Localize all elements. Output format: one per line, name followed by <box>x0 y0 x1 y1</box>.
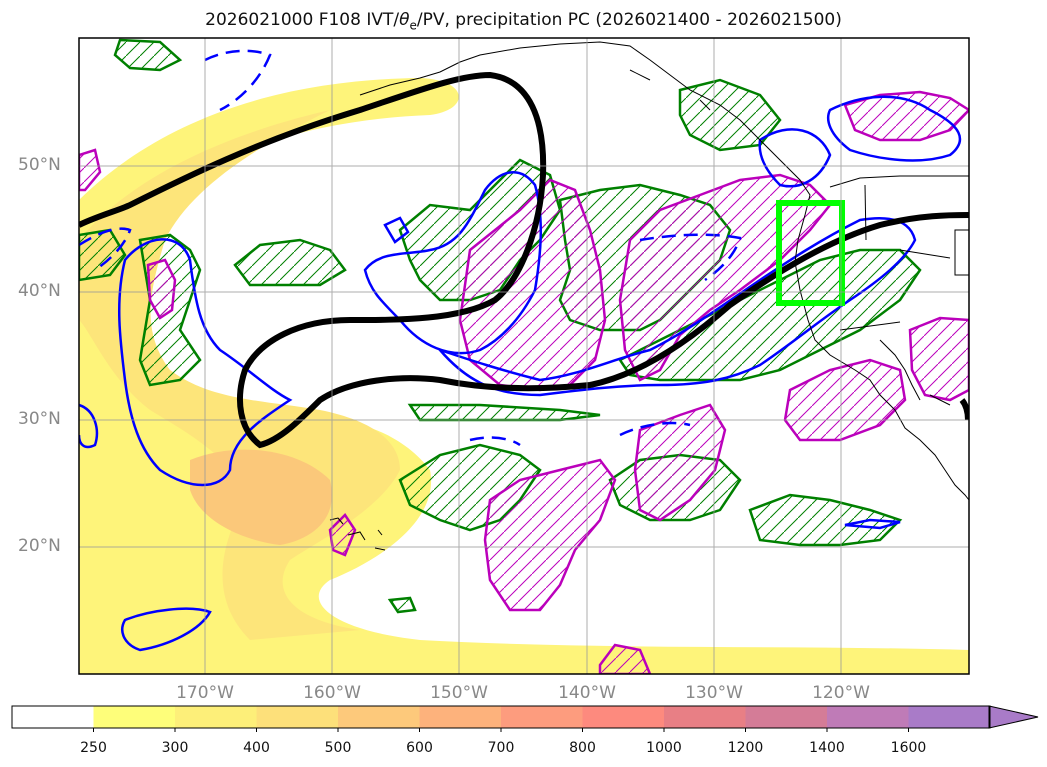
colorbar-tick-label: 1000 <box>646 740 682 756</box>
colorbar-tick-label: 700 <box>487 740 515 756</box>
lat-label-30n: 30°N <box>18 409 61 429</box>
lon-label-120w: 120°W <box>812 683 870 703</box>
colorbar-tick-label: 800 <box>569 740 596 756</box>
colorbar-segment <box>745 706 828 728</box>
pv-contour <box>79 71 969 449</box>
lon-label-160w: 160°W <box>303 683 361 703</box>
colorbar-segment <box>501 706 583 728</box>
colorbar <box>11 705 1039 732</box>
lon-label-130w: 130°W <box>685 683 743 703</box>
colorbar-tick-label: 1600 <box>890 740 927 756</box>
map-frame <box>78 37 970 675</box>
colorbar-segment <box>256 706 339 728</box>
colorbar-tick-label: 600 <box>406 740 433 756</box>
colorbar-segment <box>419 706 502 728</box>
lon-label-150w: 150°W <box>430 683 488 703</box>
colorbar-segment <box>93 706 176 728</box>
colorbar-tick-label: 1200 <box>727 740 764 756</box>
colorbar-segment <box>175 706 257 728</box>
colorbar-segment <box>12 706 94 728</box>
precip-contours <box>79 38 922 614</box>
lon-label-170w: 170°W <box>176 683 234 703</box>
target-box <box>776 200 845 306</box>
colorbar-segment <box>338 706 420 728</box>
colorbar-segment <box>908 706 991 728</box>
colorbar-tick-label: 500 <box>324 740 352 756</box>
map-title: 2026021000 F108 IVT/θe/PV, precipitation… <box>205 10 842 33</box>
colorbar-tick-label: 250 <box>80 740 107 756</box>
colorbar-segment <box>664 706 746 728</box>
lat-label-50n: 50°N <box>18 155 61 175</box>
colorbar-segment <box>582 706 665 728</box>
lat-label-20n: 20°N <box>18 536 61 556</box>
colorbar-tick-label: 1400 <box>809 740 845 756</box>
colorbar-segment <box>827 706 909 728</box>
coastline <box>329 41 969 551</box>
grid <box>79 38 969 674</box>
colorbar-extend-arrow <box>988 705 1039 729</box>
colorbar-tick-label: 300 <box>161 740 189 756</box>
lat-label-40n: 40°N <box>18 281 61 301</box>
theta-e-dashed <box>79 49 742 447</box>
lon-label-140w: 140°W <box>558 683 616 703</box>
colorbar-tick-label: 400 <box>243 740 270 756</box>
theta-e-contours <box>79 95 962 652</box>
